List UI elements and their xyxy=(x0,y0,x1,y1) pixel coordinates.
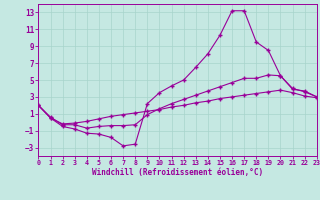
X-axis label: Windchill (Refroidissement éolien,°C): Windchill (Refroidissement éolien,°C) xyxy=(92,168,263,177)
